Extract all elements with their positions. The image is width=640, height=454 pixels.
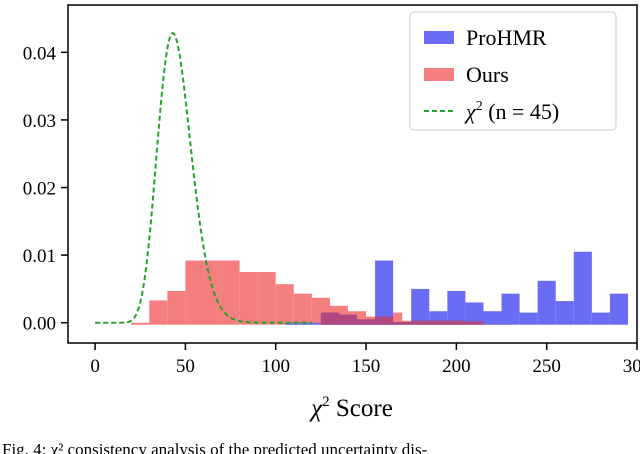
legend-label-ours: Ours	[466, 62, 509, 87]
figure-caption: Fig. 4: χ² consistency analysis of the p…	[2, 440, 428, 454]
y-tick-label: 0.01	[23, 246, 56, 267]
x-tick-label: 300	[623, 356, 640, 377]
prohmr-bar-13	[519, 312, 538, 325]
x-tick-label: 200	[442, 356, 471, 377]
ours-bar-7	[257, 272, 276, 325]
prohmr-bar-14	[537, 280, 556, 325]
overlap-bar-7	[411, 320, 430, 325]
prohmr-bar-11	[483, 311, 502, 325]
overlap-bar-4	[357, 319, 376, 325]
prohmr-bar-18	[609, 293, 628, 325]
prohmr-bar-12	[501, 293, 520, 325]
x-axis-ticks: 0 50 100 150 200 250 300	[90, 343, 640, 377]
legend: ProHMR Ours χ2 (n = 45)	[409, 11, 617, 131]
x-axis-title-text: Score	[336, 395, 393, 422]
legend-swatch-prohmr	[424, 31, 454, 44]
prohmr-bar-10	[465, 302, 484, 325]
y-tick-label: 0.03	[23, 111, 56, 132]
legend-chi2-superscript: 2	[476, 99, 483, 114]
y-tick-label: 0.02	[23, 179, 56, 200]
ours-bar-5	[221, 260, 240, 325]
legend-chi2-symbol: χ	[464, 99, 477, 124]
ours-bar-6	[239, 272, 258, 325]
ours-bar-3	[185, 260, 204, 325]
x-tick-label: 50	[176, 356, 195, 377]
x-axis-title-superscript: 2	[322, 394, 330, 410]
chi2-density-curve	[95, 31, 312, 324]
prohmr-bar-9	[447, 290, 466, 325]
overlap-bar-2	[320, 312, 339, 325]
x-tick-label: 100	[261, 356, 290, 377]
prohmr-bar-16	[573, 251, 592, 325]
plot-frame	[67, 4, 638, 344]
ours-bar-0	[131, 322, 150, 325]
x-axis-title-symbol: χ	[309, 395, 323, 422]
ours-bar-1	[149, 300, 168, 325]
legend-box	[409, 11, 617, 131]
legend-label-prohmr: ProHMR	[466, 25, 547, 50]
prohmr-bar-17	[591, 312, 610, 325]
overlap-bar-3	[338, 314, 358, 325]
ours-bar-9	[293, 293, 312, 325]
prohmr-bar-15	[555, 301, 574, 325]
x-tick-label: 250	[532, 356, 561, 377]
y-tick-label: 0.04	[23, 43, 57, 64]
y-tick-label: 0.00	[23, 314, 56, 335]
overlap-bar-9	[447, 320, 466, 325]
overlap-bar-10	[465, 321, 484, 325]
x-axis-title: χ2 Score	[309, 394, 393, 422]
ours-bar-4	[203, 260, 222, 325]
legend-swatch-ours	[424, 68, 454, 81]
prohmr-bar-7	[411, 288, 430, 325]
y-axis-ticks: 0.00 0.01 0.02 0.03 0.04	[23, 43, 68, 335]
prohmr-bar-5	[375, 260, 394, 325]
overlap-bar-5	[375, 316, 394, 325]
overlap-bar-8	[429, 320, 448, 325]
overlap-histogram-bars	[320, 312, 484, 325]
x-tick-label: 150	[352, 356, 381, 377]
overlap-bar-6	[393, 322, 412, 325]
legend-label-chi2: χ2 (n = 45)	[464, 99, 559, 124]
x-tick-label: 0	[90, 356, 100, 377]
legend-chi2-text: (n = 45)	[488, 99, 559, 124]
ours-bar-2	[167, 290, 186, 325]
ours-bar-8	[275, 284, 294, 325]
